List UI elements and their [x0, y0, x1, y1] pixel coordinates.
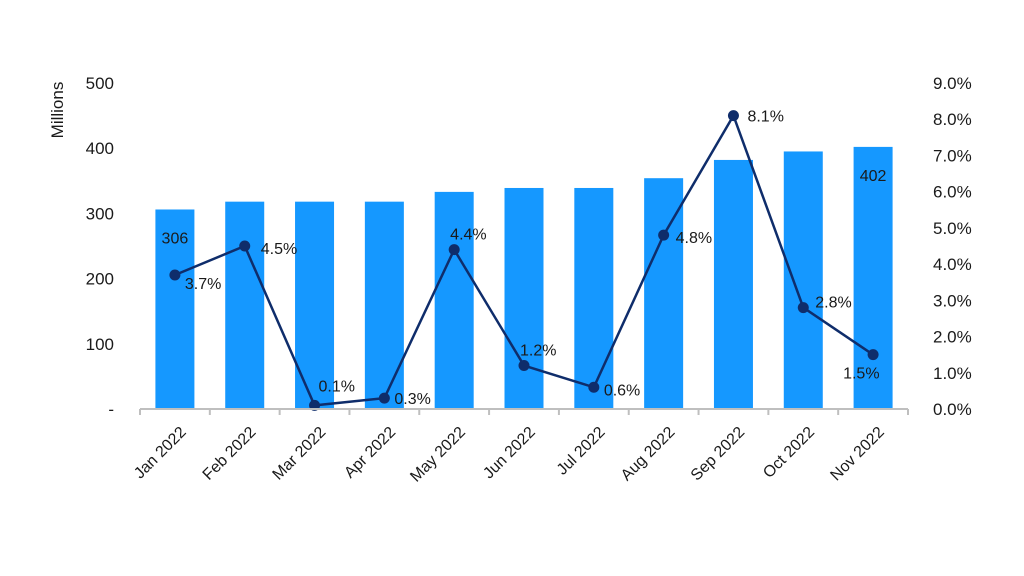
line-data-label: 4.4% — [450, 227, 486, 244]
x-tick-label: Nov 2022 — [827, 424, 888, 485]
y-right-tick-label: 0.0% — [933, 400, 972, 419]
bar-data-label: 402 — [860, 168, 887, 185]
y-right-tick-label: 8.0% — [933, 110, 972, 129]
line-point — [727, 110, 739, 122]
x-tick-label: Apr 2022 — [341, 424, 399, 482]
line-point — [867, 349, 879, 361]
y-left-tick-label: 300 — [86, 204, 114, 223]
line-point — [588, 381, 600, 393]
y-right-tick-label: 2.0% — [933, 328, 972, 347]
y-left-tick-label: 400 — [86, 139, 114, 158]
line-data-label: 1.5% — [843, 366, 879, 383]
bar — [783, 151, 823, 409]
bar — [853, 146, 893, 409]
line-point — [169, 269, 181, 281]
y-right-tick-label: 6.0% — [933, 183, 972, 202]
y-right-tick-label: 1.0% — [933, 364, 972, 383]
y-left-tick-label: 500 — [86, 74, 114, 93]
line-data-label: 2.8% — [815, 295, 851, 312]
line-data-label: 1.2% — [520, 343, 556, 360]
bar — [644, 178, 684, 409]
x-tick-label: Aug 2022 — [618, 424, 679, 485]
y-right-tick-label: 4.0% — [933, 255, 972, 274]
bar-data-label: 306 — [162, 230, 189, 247]
bar-series — [155, 146, 893, 409]
bar — [504, 187, 544, 409]
line-data-label: 0.1% — [319, 378, 355, 395]
bar — [574, 187, 614, 409]
y-right-tick-label: 7.0% — [933, 146, 972, 165]
bar — [364, 201, 404, 409]
line-data-label: 0.3% — [394, 391, 430, 408]
line-data-label: 0.6% — [604, 382, 640, 399]
line-point — [518, 360, 530, 372]
y-axis-title: Millions — [48, 82, 67, 139]
bar — [155, 209, 195, 409]
line-point — [658, 229, 670, 241]
x-tick-label: Jan 2022 — [131, 424, 190, 483]
line-point — [378, 392, 390, 404]
y-right-tick-label: 3.0% — [933, 291, 972, 310]
line-data-label: 8.1% — [747, 109, 783, 126]
y-right-tick-label: 5.0% — [933, 219, 972, 238]
line-point — [797, 302, 809, 314]
x-tick-label: Sep 2022 — [688, 424, 749, 485]
x-tick-label: Jun 2022 — [480, 424, 539, 483]
bar — [434, 191, 474, 409]
bar — [225, 201, 265, 409]
y-left-tick-label: - — [108, 400, 114, 419]
data-labels: 306 402 3.7% 4.5% 0.1% 0.3% 4.4% 1.2% 0.6% 4.8% 8.… — [162, 109, 887, 409]
line-point — [448, 244, 460, 256]
x-tick-label: Feb 2022 — [200, 424, 260, 484]
x-tick-label: Oct 2022 — [760, 424, 818, 482]
line-data-label: 4.8% — [676, 230, 712, 247]
x-tick-label: May 2022 — [407, 424, 469, 486]
line-point — [239, 240, 251, 252]
y-left-tick-label: 100 — [86, 335, 114, 354]
y-left-tick-label: 200 — [86, 270, 114, 289]
x-tick-label: Mar 2022 — [270, 424, 330, 484]
line-data-label: 3.7% — [185, 276, 221, 293]
y-right-tick-label: 9.0% — [933, 74, 972, 93]
line-data-label: 4.5% — [261, 241, 297, 258]
bar — [713, 159, 753, 409]
x-tick-label: Jul 2022 — [554, 424, 609, 479]
